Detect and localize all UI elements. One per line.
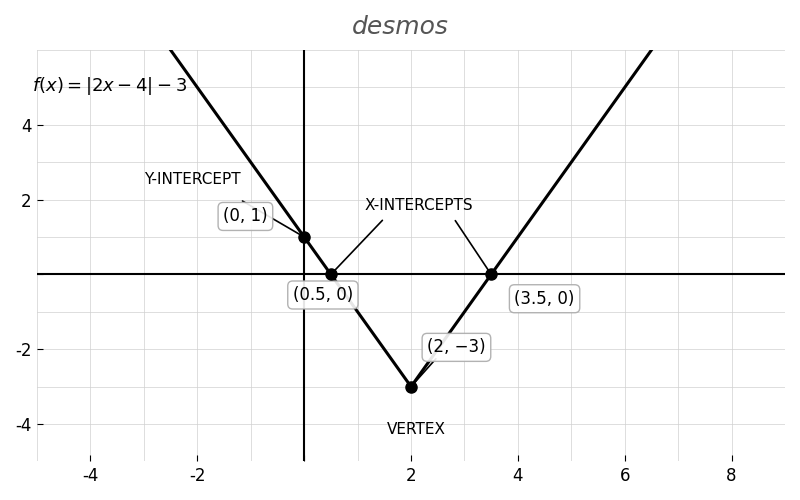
Text: VERTEX: VERTEX: [387, 422, 446, 437]
Text: (3.5, 0): (3.5, 0): [514, 290, 574, 308]
Text: $f(x) = |2x - 4| - 3$: $f(x) = |2x - 4| - 3$: [32, 75, 187, 97]
Text: X-INTERCEPTS: X-INTERCEPTS: [365, 198, 474, 212]
Text: (0.5, 0): (0.5, 0): [293, 286, 353, 304]
Text: desmos: desmos: [351, 15, 449, 39]
Text: (2, −3): (2, −3): [427, 338, 486, 356]
Text: (0, 1): (0, 1): [223, 208, 268, 226]
Text: Y-INTERCEPT: Y-INTERCEPT: [144, 172, 240, 186]
